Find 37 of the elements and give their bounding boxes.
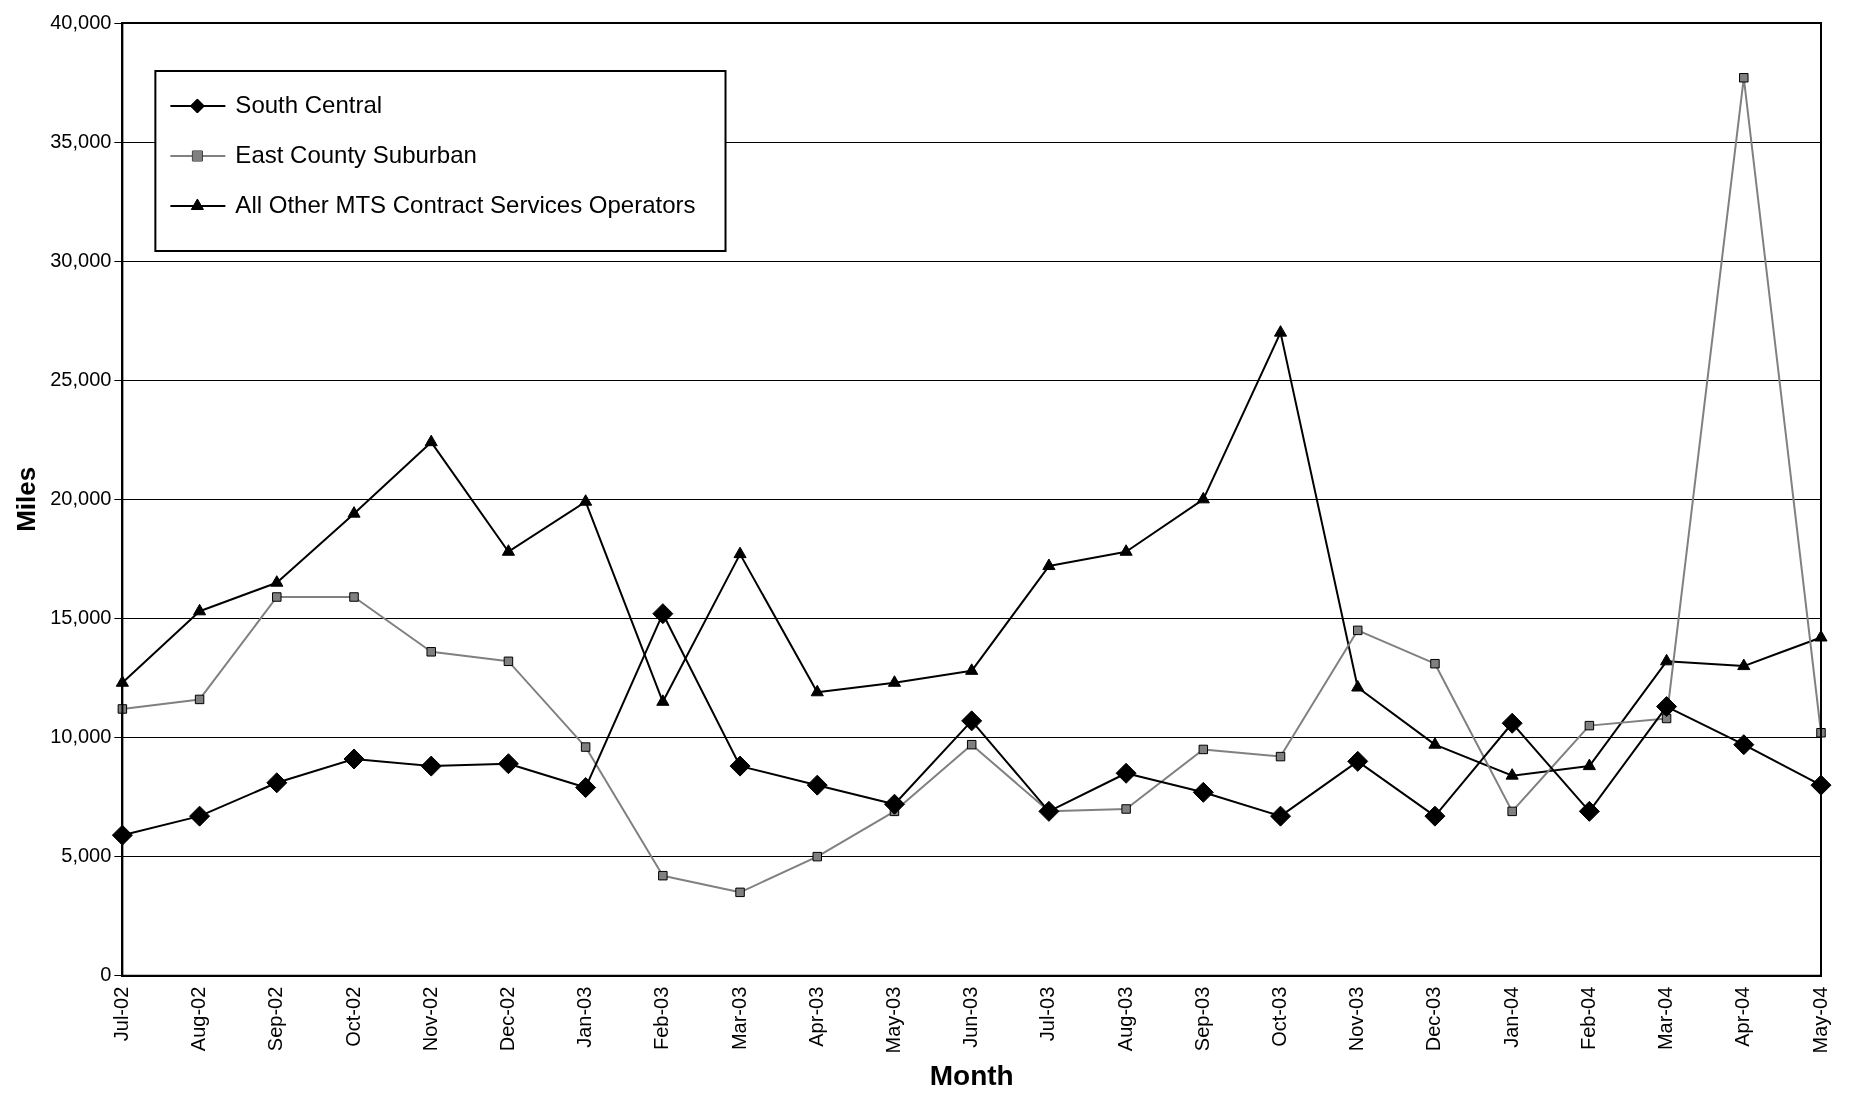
x-tick-label: Dec-03 [1422, 986, 1445, 1052]
x-tick-label: Oct-03 [1268, 986, 1291, 1047]
x-tick-label: Nov-02 [418, 986, 441, 1052]
legend-label: South Central [235, 90, 383, 118]
x-tick-label: Aug-03 [1113, 986, 1136, 1052]
x-tick-label: May-04 [1808, 986, 1831, 1054]
x-tick-label: Aug-02 [187, 986, 210, 1052]
legend-label: All Other MTS Contract Services Operators [235, 190, 696, 218]
y-tick-label: 25,000 [50, 367, 112, 390]
x-tick-label: Jul-03 [1036, 986, 1059, 1042]
x-tick-label: Nov-03 [1345, 986, 1368, 1052]
x-tick-label: Feb-04 [1576, 986, 1599, 1051]
y-tick-label: 15,000 [50, 605, 112, 628]
legend-label: East County Suburban [235, 140, 477, 168]
x-tick-label: Apr-03 [804, 986, 827, 1047]
x-tick-label: Jun-03 [959, 986, 982, 1048]
x-tick-label: Jan-03 [573, 986, 596, 1048]
x-tick-label: Sep-02 [264, 986, 287, 1052]
y-tick-label: 20,000 [50, 486, 112, 509]
x-tick-label: May-03 [881, 986, 904, 1054]
y-tick-label: 30,000 [50, 248, 112, 271]
y-tick-label: 40,000 [50, 10, 112, 33]
x-tick-label: Mar-04 [1654, 986, 1677, 1051]
x-tick-label: Mar-03 [727, 986, 750, 1051]
x-tick-label: Jan-04 [1499, 986, 1522, 1048]
y-tick-label: 0 [100, 963, 112, 986]
y-tick-label: 5,000 [61, 844, 112, 867]
x-tick-label: Feb-03 [650, 986, 673, 1051]
x-tick-label: Apr-04 [1731, 986, 1754, 1047]
y-axis-title: Miles [10, 466, 41, 532]
y-tick-label: 10,000 [50, 725, 112, 748]
y-tick-label: 35,000 [50, 129, 112, 152]
x-tick-label: Sep-03 [1190, 986, 1213, 1052]
x-tick-label: Oct-02 [341, 986, 364, 1047]
x-axis-title: Month [929, 1059, 1014, 1091]
x-tick-label: Jul-02 [109, 986, 132, 1042]
x-tick-label: Dec-02 [495, 986, 518, 1052]
